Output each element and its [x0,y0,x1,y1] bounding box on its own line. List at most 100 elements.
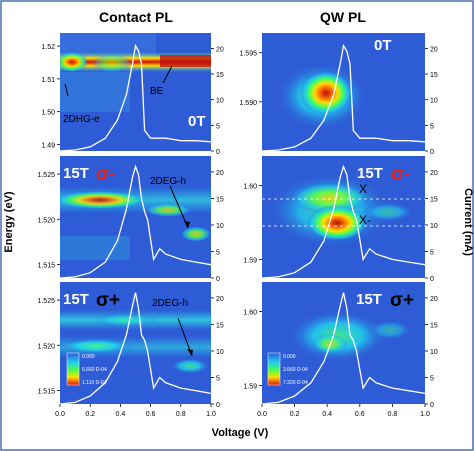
colorbar: 0.000 6.660 D-04 1.110 D-04 [66,352,107,386]
panel-qw-15t-sigma-plus: 15T σ+ 0.000 3.660 D-04 7.320 D-04 [262,282,425,404]
voltage-tick-label: 0.2 [290,411,300,418]
panel-contact-15t-sigma-plus: 2DEG-h 15T σ+ 0.000 6.660 D-04 1.110 D-0… [60,282,211,404]
energy-tick-label: 1.49 [41,142,55,149]
annotation-be: BE [150,86,164,97]
voltage-tick-label: 0.8 [176,411,186,418]
x-minus-emission-spot [307,205,367,241]
current-tick-label: 20 [430,46,438,53]
current-tick-label: 10 [216,98,224,105]
x-axis-label-voltage: Voltage (V) [212,427,269,439]
energy-tick-label: 1.515 [37,388,55,395]
current-trace [60,292,211,404]
energy-tick-label: 1.520 [37,343,55,350]
current-tick-label: 20 [216,46,224,53]
y-axis-label-energy: Energy (eV) [3,191,15,252]
current-tick-label: 10 [430,349,438,356]
energy-tick-label: 1.515 [37,262,55,269]
current-tick-label: 15 [430,322,438,329]
current-tick-label: 0 [430,402,434,409]
voltage-tick-label: 1.0 [420,411,430,418]
upper-emission-band [60,191,146,209]
y-axis-label-current: Current (mA) [462,188,474,256]
panel-qw-0t: 0T [262,33,425,151]
annotation-x-minus: X- [359,213,371,227]
polarization-label: σ- [391,164,410,185]
annotation-2dhg-e: 2DHG-e [63,114,100,125]
voltage-tick-label: 0.0 [257,411,267,418]
voltage-tick-label: 0.6 [355,411,365,418]
energy-tick-label: 1.60 [243,184,257,191]
field-label: 0T [374,37,392,54]
current-trace [262,292,425,404]
current-tick-label: 5 [430,375,434,382]
annotation-2deg-h: 2DEG-h [150,176,186,187]
annotation-x: X [359,182,367,196]
colorbar-label: 3.660 D-04 [283,367,308,373]
current-tick-label: 15 [430,196,438,203]
field-label: 15T [63,291,89,308]
annotation-2deg-h: 2DEG-h [152,298,188,309]
left-column-title: Contact PL [99,9,173,25]
panel-contact-0t: 2DHG-e BE 0T [60,33,211,151]
current-tick-label: 0 [216,276,220,283]
colorbar-label: 0.000 [82,354,95,360]
current-tick-label: 5 [216,123,220,130]
current-tick-label: 15 [216,196,224,203]
voltage-tick-label: 0.6 [146,411,156,418]
field-label: 15T [357,165,383,182]
polarization-label: σ+ [390,290,414,311]
field-label: 0T [188,113,206,130]
current-tick-label: 15 [216,322,224,329]
current-tick-label: 20 [216,296,224,303]
field-label: 15T [356,291,382,308]
current-trace [60,164,211,278]
voltage-tick-label: 1.0 [206,411,216,418]
voltage-tick-label: 0.8 [388,411,398,418]
energy-tick-label: 1.59 [243,384,257,391]
current-tick-label: 15 [216,72,224,79]
current-trace [262,44,425,151]
energy-tick-label: 1.51 [41,77,55,84]
current-trace [60,43,211,151]
voltage-tick-label: 0.0 [55,411,65,418]
colorbar-label: 6.660 D-04 [82,367,107,373]
current-tick-label: 0 [430,149,434,156]
energy-tick-label: 1.60 [243,310,257,317]
energy-tick-label: 1.525 [37,298,55,305]
panel-contact-15t-sigma-minus: 2DEG-h 15T σ- [60,156,211,278]
voltage-tick-label: 0.2 [85,411,95,418]
energy-tick-label: 1.520 [37,217,55,224]
voltage-tick-label: 0.4 [116,411,126,418]
polarization-label: σ- [96,164,115,185]
current-tick-label: 5 [216,375,220,382]
panel-background [60,156,211,278]
current-trace [262,164,425,278]
field-label: 15T [63,165,89,182]
current-tick-label: 10 [216,223,224,230]
voltage-tick-label: 0.4 [322,411,332,418]
current-tick-label: 20 [216,170,224,177]
current-tick-label: 0 [216,402,220,409]
axis-ticks: 1.52 1.51 1.50 1.49 20 15 10 5 0 1.525 1.520 1.515 2… [37,44,437,418]
current-tick-label: 5 [430,249,434,256]
current-tick-label: 0 [216,149,220,156]
colorbar-swatch [267,352,281,386]
energy-tick-label: 1.52 [41,44,55,51]
colorbar-label: 7.320 D-04 [283,380,308,386]
energy-tick-label: 1.590 [239,100,257,107]
energy-tick-label: 1.50 [41,110,55,117]
energy-tick-label: 1.59 [243,258,257,265]
current-tick-label: 10 [430,98,438,105]
colorbar-label: 1.110 D-04 [82,380,107,386]
polarization-label: σ+ [96,290,120,311]
current-tick-label: 10 [216,349,224,356]
panel-qw-15t-sigma-minus: X X- 15T σ- [262,156,425,278]
current-tick-label: 10 [430,223,438,230]
current-tick-label: 20 [430,170,438,177]
colorbar-label: 0.000 [283,354,296,360]
right-column-title: QW PL [320,9,366,25]
current-tick-label: 0 [430,276,434,283]
current-tick-label: 5 [430,123,434,130]
current-tick-label: 5 [216,249,220,256]
